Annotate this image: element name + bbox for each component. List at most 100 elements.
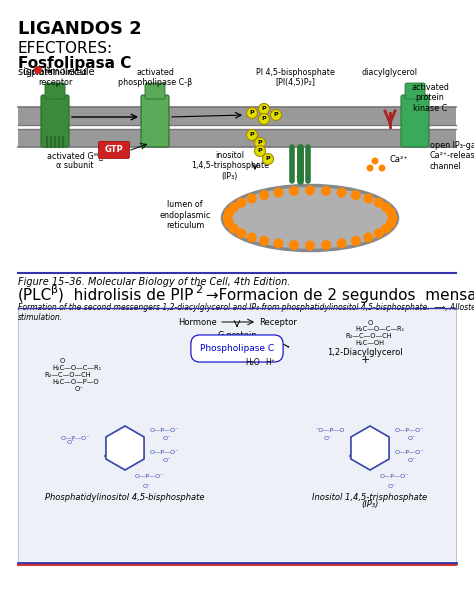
- Circle shape: [246, 194, 256, 204]
- FancyArrowPatch shape: [244, 341, 289, 352]
- Circle shape: [259, 236, 269, 246]
- Text: H₂O: H₂O: [245, 358, 260, 367]
- Text: OH: OH: [103, 454, 113, 459]
- Text: P: P: [266, 156, 270, 161]
- Text: Formation of the second messengers 1,2-diacylglycerol and IP₃ from phosphatidyli: Formation of the second messengers 1,2-d…: [18, 303, 474, 322]
- Text: H₂C—OH: H₂C—OH: [355, 340, 384, 346]
- Circle shape: [237, 198, 246, 208]
- Text: Phospholipase C: Phospholipase C: [200, 344, 274, 353]
- Text: Fosfolipasa C: Fosfolipasa C: [18, 56, 131, 71]
- Text: O: O: [60, 358, 65, 364]
- Text: activated
phospholipase C-β: activated phospholipase C-β: [118, 68, 192, 88]
- Text: O⁻: O⁻: [75, 386, 84, 392]
- Text: Inositol 1,4,5-trisphosphate: Inositol 1,4,5-trisphosphate: [312, 493, 428, 502]
- Text: O—P—O⁻: O—P—O⁻: [61, 435, 90, 441]
- Text: G-protein: G-protein: [217, 331, 257, 340]
- Text: open IP₃-gated
Ca²⁺-release
channel: open IP₃-gated Ca²⁺-release channel: [430, 141, 474, 171]
- Polygon shape: [106, 426, 144, 470]
- Text: O⁻: O⁻: [388, 484, 396, 489]
- Circle shape: [321, 240, 331, 250]
- Text: β: β: [51, 285, 58, 295]
- FancyBboxPatch shape: [99, 142, 129, 159]
- Text: H₂C—O—C—R₁: H₂C—O—C—R₁: [355, 326, 404, 332]
- Circle shape: [229, 202, 239, 213]
- Ellipse shape: [222, 186, 398, 251]
- Text: O—P—O⁻: O—P—O⁻: [135, 473, 164, 479]
- Circle shape: [273, 238, 283, 248]
- Text: )  hidrolisis de PIP: ) hidrolisis de PIP: [58, 288, 193, 303]
- Text: R₂—C—O—CH: R₂—C—O—CH: [345, 333, 392, 339]
- Circle shape: [374, 198, 383, 208]
- Text: O—P—O⁻: O—P—O⁻: [380, 473, 410, 479]
- FancyBboxPatch shape: [401, 95, 429, 147]
- Text: Hormone: Hormone: [178, 318, 217, 327]
- Text: R₂—C—O—CH: R₂—C—O—CH: [44, 372, 91, 378]
- Text: LIGANDOS 2: LIGANDOS 2: [18, 20, 142, 38]
- Text: O⁻: O⁻: [163, 435, 171, 441]
- Circle shape: [381, 224, 391, 234]
- Text: 2: 2: [195, 285, 202, 295]
- Circle shape: [271, 110, 282, 121]
- Circle shape: [289, 240, 299, 250]
- Text: O—P—O⁻: O—P—O⁻: [395, 451, 424, 455]
- Text: O⁻: O⁻: [408, 457, 416, 462]
- Bar: [18, 107, 456, 125]
- Circle shape: [246, 232, 256, 243]
- Text: O⁻: O⁻: [324, 435, 332, 441]
- Bar: [18, 129, 456, 147]
- Circle shape: [388, 213, 398, 223]
- Text: P: P: [262, 116, 266, 121]
- Circle shape: [222, 213, 233, 223]
- Circle shape: [224, 208, 234, 218]
- Text: activated
protein
kinase C: activated protein kinase C: [411, 83, 449, 113]
- Circle shape: [386, 208, 396, 218]
- Text: O⁻: O⁻: [143, 484, 151, 489]
- FancyBboxPatch shape: [405, 83, 425, 99]
- Text: O—P—O⁻: O—P—O⁻: [150, 451, 179, 455]
- Circle shape: [237, 228, 246, 238]
- Text: signal molecule: signal molecule: [18, 67, 95, 77]
- FancyBboxPatch shape: [141, 95, 169, 147]
- Circle shape: [229, 224, 239, 234]
- Text: P: P: [258, 148, 262, 153]
- Circle shape: [259, 190, 269, 200]
- Text: →Formacion de 2 segundos  mensajeros: →Formacion de 2 segundos mensajeros: [201, 288, 474, 303]
- Circle shape: [351, 236, 361, 246]
- Circle shape: [321, 186, 331, 196]
- Text: H₂C—O—C—R₁: H₂C—O—C—R₁: [52, 365, 101, 371]
- Circle shape: [381, 202, 391, 213]
- Circle shape: [258, 104, 270, 115]
- Text: (IP₃): (IP₃): [361, 500, 379, 509]
- Text: Ca²⁺: Ca²⁺: [390, 156, 409, 164]
- Text: inositol
1,4,5-trisphosphate
(IP₃): inositol 1,4,5-trisphosphate (IP₃): [191, 151, 269, 181]
- Text: EFECTORES:: EFECTORES:: [18, 41, 113, 56]
- Circle shape: [246, 107, 257, 118]
- Circle shape: [258, 113, 270, 124]
- Circle shape: [255, 137, 265, 148]
- Text: Figure 15–36. Molecular Biology of the Cell, 4th Edition.: Figure 15–36. Molecular Biology of the C…: [18, 277, 291, 287]
- Circle shape: [337, 238, 346, 248]
- Circle shape: [366, 164, 374, 172]
- Text: H⁺: H⁺: [265, 358, 275, 367]
- Text: O⁻: O⁻: [67, 441, 75, 446]
- Text: 1,2-Diacylglycerol: 1,2-Diacylglycerol: [327, 348, 403, 357]
- Text: +: +: [360, 355, 370, 365]
- Text: H₂C—O—P—O: H₂C—O—P—O: [52, 379, 99, 385]
- Text: P: P: [250, 132, 255, 137]
- Text: lumen of
endoplasmic
reticulum: lumen of endoplasmic reticulum: [159, 200, 210, 230]
- Text: G-protein-linked
receptor: G-protein-linked receptor: [23, 68, 87, 88]
- Circle shape: [255, 145, 265, 156]
- Text: O⁻: O⁻: [163, 457, 171, 462]
- Text: Phosphatidylinositol 4,5-bisphosphate: Phosphatidylinositol 4,5-bisphosphate: [45, 493, 205, 502]
- Text: OH: OH: [368, 457, 378, 462]
- Circle shape: [273, 188, 283, 197]
- Text: (PLC: (PLC: [18, 288, 52, 303]
- Text: O—P—O⁻: O—P—O⁻: [395, 427, 424, 433]
- Circle shape: [337, 188, 346, 197]
- Text: Receptor: Receptor: [259, 318, 297, 327]
- Polygon shape: [351, 426, 389, 470]
- Text: ⁻O—P—O: ⁻O—P—O: [316, 427, 345, 433]
- Text: O⁻: O⁻: [408, 435, 416, 441]
- Circle shape: [34, 66, 42, 74]
- Circle shape: [374, 228, 383, 238]
